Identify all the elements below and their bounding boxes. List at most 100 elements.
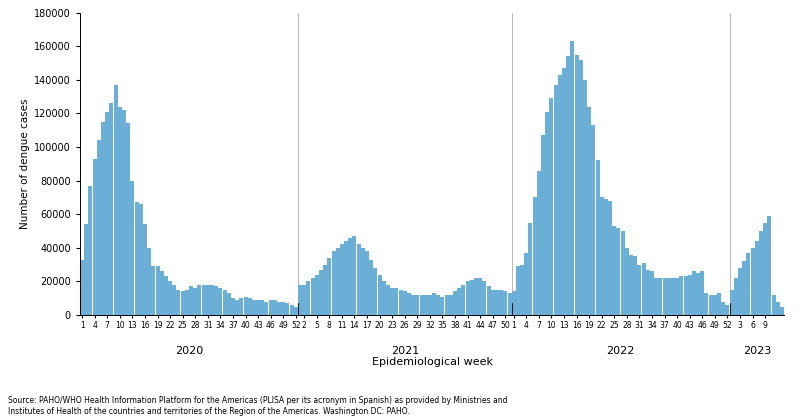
Bar [402,291,406,315]
Bar [84,224,88,315]
Text: 2021: 2021 [390,346,419,356]
Bar [516,266,520,315]
Bar [273,300,277,315]
Bar [147,248,151,315]
Bar [239,298,243,315]
Text: 2023: 2023 [742,346,771,356]
Bar [206,285,210,315]
Bar [462,285,466,315]
Bar [106,112,110,315]
Bar [130,181,134,315]
Bar [101,122,105,315]
Bar [771,295,775,315]
Bar [705,293,709,315]
Bar [566,56,570,315]
Bar [302,285,306,315]
Bar [365,251,369,315]
Bar [486,286,490,315]
Bar [683,276,687,315]
Bar [696,273,700,315]
Bar [172,285,176,315]
Bar [634,256,638,315]
Bar [654,278,658,315]
Bar [331,251,335,315]
Bar [738,268,742,315]
Bar [260,300,264,315]
Bar [282,302,286,315]
Bar [499,290,503,315]
Bar [533,197,537,315]
Bar [138,204,142,315]
Bar [181,291,185,315]
Bar [474,278,478,315]
Bar [767,216,771,315]
Bar [407,293,411,315]
Bar [243,297,247,315]
Bar [398,290,402,315]
Bar [587,107,591,315]
Bar [780,307,784,315]
Bar [386,285,390,315]
Bar [734,278,738,315]
Text: Source: PAHO/WHO Health Information Platform for the Americas (PLISA per its acr: Source: PAHO/WHO Health Information Plat… [8,396,507,416]
Bar [394,288,398,315]
Bar [269,300,273,315]
Bar [218,288,222,315]
Bar [256,300,260,315]
Bar [490,290,494,315]
Bar [80,260,84,315]
Bar [520,265,524,315]
Y-axis label: Number of dengue cases: Number of dengue cases [20,99,30,229]
Text: 2022: 2022 [606,346,634,356]
Bar [168,281,172,315]
Bar [466,281,470,315]
Bar [650,271,654,315]
Bar [562,68,566,315]
Bar [583,80,587,315]
Bar [194,288,198,315]
Bar [185,290,189,315]
Bar [348,238,352,315]
Bar [453,291,457,315]
Bar [286,303,290,315]
Bar [340,244,344,315]
Bar [537,171,541,315]
Bar [700,271,704,315]
Bar [361,248,365,315]
Bar [713,295,717,315]
Bar [378,275,382,315]
Bar [235,300,239,315]
Bar [160,271,164,315]
Bar [449,295,453,315]
Bar [730,290,734,315]
Bar [546,112,550,315]
Bar [600,197,604,315]
Bar [415,295,419,315]
Bar [646,270,650,315]
Bar [754,241,758,315]
Bar [675,278,679,315]
Bar [503,291,507,315]
Bar [554,85,558,315]
Bar [759,231,763,315]
Bar [558,75,562,315]
Bar [441,297,445,315]
Bar [621,231,625,315]
Bar [177,290,181,315]
Bar [478,278,482,315]
Bar [344,241,348,315]
Bar [248,298,252,315]
Bar [642,263,646,315]
Bar [746,253,750,315]
Bar [122,110,126,315]
Bar [411,295,415,315]
Bar [370,260,374,315]
Bar [436,295,440,315]
Text: 2020: 2020 [175,346,203,356]
Bar [390,288,394,315]
Bar [604,199,608,315]
Bar [202,285,206,315]
Bar [776,302,780,315]
Bar [495,290,499,315]
Bar [164,276,168,315]
